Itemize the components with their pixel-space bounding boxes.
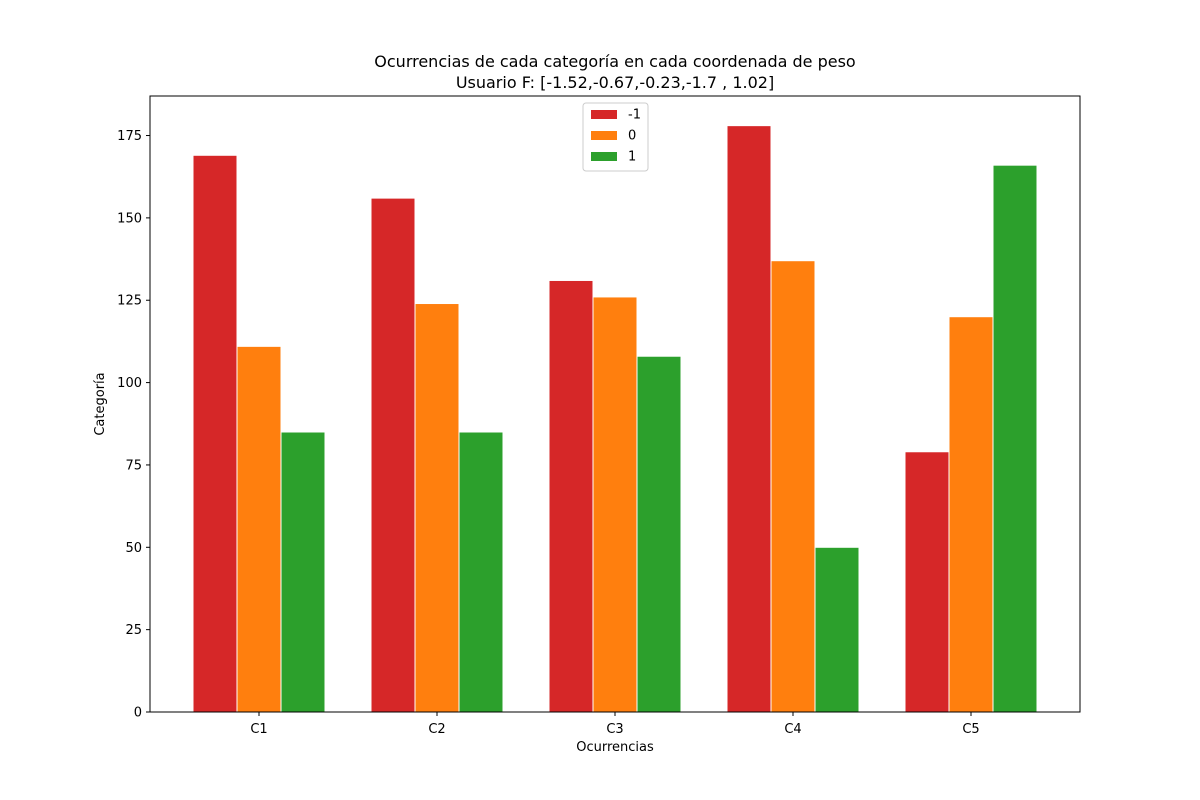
- x-tick-label: C4: [784, 722, 801, 737]
- legend-swatch--1: [591, 110, 617, 119]
- x-tick-label: C2: [428, 722, 445, 737]
- legend-label-1: 1: [628, 150, 636, 165]
- bar-C5-series-1: [992, 164, 1038, 713]
- bar-C2-series--1: [370, 197, 416, 713]
- bar-C3-series-1: [636, 355, 682, 713]
- y-tick-label: 150: [117, 211, 142, 226]
- y-tick-label: 125: [117, 294, 142, 309]
- y-tick-label: 100: [117, 376, 142, 391]
- bars-layer: [192, 125, 1038, 713]
- legend-label-0: 0: [628, 129, 636, 144]
- y-tick-label: 25: [125, 623, 142, 638]
- bar-C2-series-1: [458, 431, 504, 713]
- x-axis-label: Ocurrencias: [576, 740, 654, 755]
- bar-C4-series-1: [814, 546, 860, 713]
- x-tick-label: C1: [250, 722, 267, 737]
- y-axis-label: Categoría: [93, 372, 108, 435]
- bar-C1-series-0: [236, 345, 282, 713]
- x-axis: C1 C2 C3 C4 C5: [250, 712, 980, 737]
- legend-swatch-0: [591, 131, 617, 140]
- chart-subtitle: Usuario F: [-1.52,-0.67,-0.23,-1.7 , 1.0…: [456, 73, 774, 92]
- bar-C5-series--1: [904, 451, 950, 713]
- bar-C4-series--1: [726, 125, 772, 713]
- x-tick-label: C3: [606, 722, 623, 737]
- bar-C3-series-0: [592, 296, 638, 713]
- y-tick-label: 175: [117, 129, 142, 144]
- bar-C1-series-1: [280, 431, 326, 713]
- y-tick-label: 75: [125, 458, 142, 473]
- y-tick-label: 0: [134, 706, 142, 721]
- bar-C1-series--1: [192, 154, 238, 713]
- bar-C4-series-0: [770, 260, 816, 713]
- chart-title: Ocurrencias de cada categoría en cada co…: [374, 52, 855, 71]
- bar-C3-series--1: [548, 279, 594, 713]
- legend-label--1: -1: [628, 108, 641, 123]
- legend: -1 0 1: [582, 102, 649, 172]
- bar-C2-series-0: [414, 303, 460, 713]
- x-tick-label: C5: [962, 722, 979, 737]
- y-tick-label: 50: [125, 541, 142, 556]
- legend-swatch-1: [591, 152, 617, 161]
- y-axis: 0 25 50 75 100 125 150 175: [117, 129, 150, 721]
- bar-C5-series-0: [948, 316, 994, 713]
